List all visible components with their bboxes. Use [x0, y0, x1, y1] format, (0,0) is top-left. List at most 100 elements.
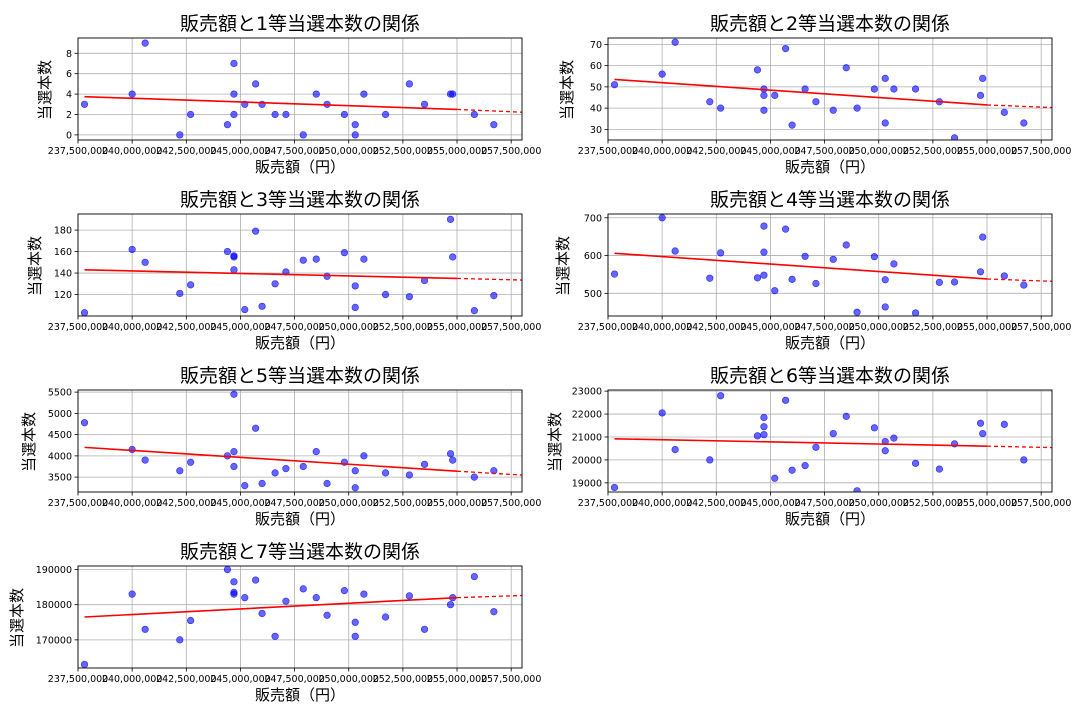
- x-tick-label: 257,500,000: [1011, 322, 1071, 333]
- data-point: [976, 91, 985, 99]
- y-tick-label: 600: [584, 251, 602, 262]
- x-tick-label: 247,500,000: [794, 322, 854, 333]
- data-point: [230, 266, 238, 274]
- y-tick-label: 50: [590, 82, 602, 93]
- data-point: [671, 445, 679, 454]
- y-tick-label: 23000: [572, 387, 602, 398]
- data-point: [717, 104, 725, 112]
- data-point: [979, 74, 987, 82]
- y-axis-label: 当選本数: [554, 236, 572, 296]
- y-axis-label: 当選本数: [8, 588, 26, 648]
- data-point: [299, 585, 307, 593]
- data-point: [788, 275, 796, 283]
- data-point: [560, 297, 567, 304]
- x-tick-label: 255,000,000: [957, 146, 1017, 157]
- data-point: [360, 255, 368, 263]
- data-point: [351, 618, 359, 626]
- x-tick-label: 240,000,000: [102, 322, 162, 333]
- chart-title: 販売額と4等当選本数の関係: [710, 189, 950, 211]
- data-point: [610, 81, 619, 89]
- x-tick-label: 237,500,000: [578, 322, 638, 333]
- data-point: [829, 429, 837, 438]
- data-point: [360, 90, 368, 98]
- y-tick-label: 8: [66, 49, 72, 60]
- x-tick-label: 257,500,000: [481, 146, 541, 157]
- x-tick-label: 245,000,000: [740, 322, 800, 333]
- data-point: [610, 270, 619, 278]
- y-tick-label: 60: [590, 61, 602, 72]
- data-point: [935, 465, 943, 473]
- x-axis-label: 販売額（円）: [785, 158, 875, 176]
- x-tick-label: 237,500,000: [578, 498, 638, 509]
- data-point: [753, 66, 762, 74]
- y-axis-label: 当選本数: [20, 412, 38, 472]
- x-tick-label: 257,500,000: [481, 674, 541, 685]
- data-point: [781, 45, 790, 53]
- data-point: [351, 467, 359, 475]
- x-tick-label: 252,500,000: [373, 146, 433, 157]
- data-point: [446, 450, 455, 458]
- plot-frame: [77, 213, 523, 317]
- data-point: [241, 482, 249, 490]
- data-point: [80, 660, 89, 668]
- x-tick-label: 250,000,000: [319, 498, 379, 509]
- x-tick-label: 242,500,000: [156, 322, 216, 333]
- x-tick-label: 245,000,000: [740, 498, 800, 509]
- x-tick-label: 242,500,000: [156, 498, 216, 509]
- x-tick-label: 250,000,000: [849, 498, 909, 509]
- x-tick-label: 255,000,000: [427, 146, 487, 157]
- chart-title: 販売額と6等当選本数の関係: [710, 365, 950, 387]
- x-tick-label: 257,500,000: [481, 322, 541, 333]
- data-point: [187, 458, 195, 466]
- scatter-points: [610, 38, 1028, 140]
- data-point: [881, 119, 889, 127]
- y-tick-label: 6: [66, 69, 72, 80]
- data-point: [340, 110, 349, 119]
- data-point: [351, 282, 359, 290]
- data-point: [890, 434, 898, 442]
- data-point: [1020, 281, 1028, 289]
- x-tick-label: 240,000,000: [102, 674, 162, 685]
- data-point: [223, 247, 232, 256]
- scatter-points: [80, 39, 498, 139]
- data-point: [241, 305, 249, 314]
- data-point: [564, 579, 571, 586]
- data-point: [299, 462, 307, 471]
- data-point: [658, 70, 666, 78]
- data-point: [490, 292, 498, 300]
- trend-line-extension: [457, 277, 522, 281]
- data-point: [405, 471, 413, 479]
- x-tick-label: 250,000,000: [319, 322, 379, 333]
- chart-6: 237,500,000240,000,000242,500,000245,000…: [546, 365, 1071, 528]
- chart-2: 237,500,000240,000,000242,500,000245,000…: [558, 13, 1071, 176]
- data-point: [706, 274, 714, 282]
- data-point: [323, 479, 331, 488]
- data-point: [490, 467, 498, 475]
- data-point: [80, 419, 89, 427]
- data-point: [405, 80, 413, 88]
- data-point: [829, 255, 837, 263]
- trend-line: [84, 446, 458, 472]
- data-point: [312, 594, 320, 602]
- data-point: [176, 289, 184, 298]
- data-point: [671, 38, 679, 46]
- data-point: [812, 98, 820, 106]
- x-axis-label: 販売額（円）: [255, 334, 345, 352]
- data-point: [671, 247, 679, 255]
- x-tick-label: 250,000,000: [319, 674, 379, 685]
- data-point: [312, 255, 320, 263]
- data-point: [753, 432, 762, 440]
- data-point: [420, 100, 429, 108]
- x-axis-label: 販売額（円）: [255, 686, 345, 704]
- trend-line-extension: [456, 108, 522, 113]
- data-point: [760, 431, 768, 439]
- x-tick-label: 257,500,000: [1011, 498, 1071, 509]
- data-point: [128, 245, 136, 254]
- data-point: [141, 39, 149, 47]
- data-point: [141, 258, 149, 266]
- data-point: [223, 121, 232, 129]
- data-point: [842, 64, 850, 72]
- x-tick-label: 245,000,000: [210, 322, 270, 333]
- data-point: [187, 281, 195, 289]
